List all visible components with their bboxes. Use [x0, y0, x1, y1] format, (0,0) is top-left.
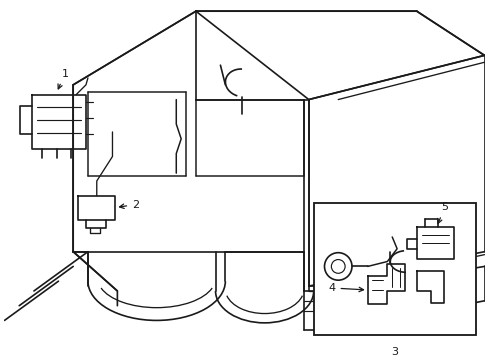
- Text: 5: 5: [437, 202, 447, 223]
- Text: 3: 3: [390, 347, 397, 357]
- Text: 2: 2: [119, 199, 139, 210]
- Text: 4: 4: [328, 283, 363, 293]
- Bar: [313, 203, 475, 335]
- Text: 1: 1: [58, 69, 68, 89]
